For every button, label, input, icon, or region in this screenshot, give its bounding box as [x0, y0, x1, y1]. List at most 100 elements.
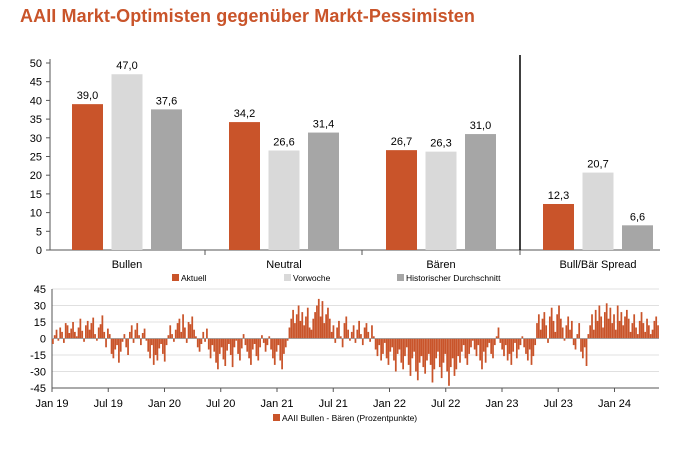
- x-tick-label: Jan 21: [260, 398, 293, 410]
- spread-bar: [514, 338, 516, 343]
- spread-bar: [504, 338, 507, 346]
- spread-bar: [94, 334, 96, 339]
- spread-bar: [248, 338, 250, 359]
- spread-bar: [594, 309, 597, 339]
- spread-bar: [460, 338, 463, 352]
- spread-bar: [187, 322, 190, 339]
- spread-bar: [284, 338, 287, 348]
- spread-bar: [209, 338, 212, 359]
- spread-bar: [506, 338, 509, 361]
- spread-bar: [354, 338, 357, 343]
- y-tick-label: 0: [40, 334, 46, 346]
- spread-bar: [268, 336, 271, 339]
- spread-bar: [607, 318, 610, 339]
- spread-bar: [299, 320, 302, 339]
- spread-bar: [277, 338, 280, 346]
- spread-bar: [220, 338, 223, 348]
- spread-bar: [341, 338, 344, 348]
- spread-bar: [118, 338, 120, 363]
- spread-bar: [325, 314, 327, 339]
- spread-bar: [229, 338, 232, 355]
- spread-bar: [207, 338, 210, 350]
- spread-bar: [385, 338, 388, 359]
- spread-bar: [77, 327, 80, 339]
- spread-bar: [570, 320, 573, 339]
- spread-bar: [158, 338, 161, 349]
- spread-bar: [462, 338, 465, 346]
- spread-bar: [145, 338, 148, 341]
- spread-bar: [264, 338, 267, 352]
- spread-bar: [493, 338, 496, 346]
- spread-bar: [569, 329, 571, 339]
- y-tick-label: 50: [30, 58, 42, 70]
- spread-bar: [330, 331, 333, 339]
- spread-bar: [290, 318, 293, 339]
- spread-bar: [583, 338, 586, 348]
- spread-bar: [103, 331, 106, 339]
- spread-bar: [415, 338, 417, 372]
- spread-bar: [108, 334, 111, 339]
- spread-bar: [624, 316, 626, 339]
- spread-bar: [543, 312, 546, 339]
- spread-bar: [481, 338, 483, 370]
- y-tick-label: 30: [30, 133, 42, 145]
- spread-bar: [200, 338, 203, 344]
- spread-bar: [204, 338, 206, 342]
- legend-swatch: [284, 274, 291, 281]
- spread-bar: [563, 338, 566, 341]
- spread-bar: [165, 338, 168, 346]
- x-tick-label: Jul 20: [206, 398, 235, 410]
- spread-bar: [541, 318, 544, 339]
- spread-bar: [649, 334, 652, 339]
- x-tick-label: Jul 23: [544, 398, 573, 410]
- spread-bar: [286, 338, 289, 341]
- spread-bar: [184, 327, 186, 339]
- spread-bar: [206, 328, 208, 339]
- spread-bar: [475, 338, 478, 357]
- data-label: 6,6: [630, 211, 645, 223]
- spread-bar: [404, 338, 406, 357]
- spread-bar: [305, 316, 307, 339]
- spread-bar: [261, 335, 263, 339]
- spread-bar: [442, 338, 445, 363]
- spread-bar: [537, 314, 540, 339]
- bull-bear-spread-chart: -45 -30 -15 0 15 30 45 Jan 19 Jul 19 Jan 20 Jul 20…: [30, 285, 659, 423]
- spread-bar: [110, 338, 113, 354]
- spread-bar: [635, 327, 637, 339]
- spread-bar: [638, 320, 641, 339]
- spread-bar: [217, 338, 219, 370]
- spread-bar: [418, 338, 421, 363]
- spread-bar: [642, 323, 645, 339]
- spread-bar: [653, 320, 656, 339]
- spread-bar: [85, 325, 87, 339]
- bar-vorwoche: [425, 151, 457, 250]
- spread-bar: [391, 338, 394, 348]
- spread-bar: [530, 338, 533, 365]
- spread-bar: [308, 327, 311, 339]
- spread-bar: [328, 318, 331, 339]
- spread-bar: [482, 338, 485, 352]
- spread-bar: [561, 327, 564, 339]
- spread-bar: [618, 320, 621, 339]
- spread-bar: [66, 325, 69, 339]
- spread-bar: [167, 335, 170, 339]
- bar-aktuell: [543, 203, 574, 250]
- spread-bar: [580, 338, 582, 352]
- spread-bar: [68, 333, 71, 339]
- spread-bar: [556, 314, 559, 339]
- spread-bar: [156, 338, 159, 361]
- spread-bar: [611, 323, 614, 339]
- y-tick-label: 5: [36, 226, 42, 238]
- spread-bar: [438, 338, 441, 368]
- spread-bar: [160, 338, 162, 344]
- spread-bar: [134, 329, 137, 339]
- spread-bar: [244, 338, 247, 346]
- spread-bar: [266, 338, 269, 346]
- bar-historisch: [151, 109, 182, 250]
- spread-bar: [61, 331, 63, 339]
- spread-bar: [147, 338, 150, 352]
- category-label: Bull/Bär Spread: [559, 259, 636, 271]
- spread-bar: [420, 338, 423, 357]
- spread-bar: [235, 338, 238, 341]
- spread-bar: [63, 338, 65, 343]
